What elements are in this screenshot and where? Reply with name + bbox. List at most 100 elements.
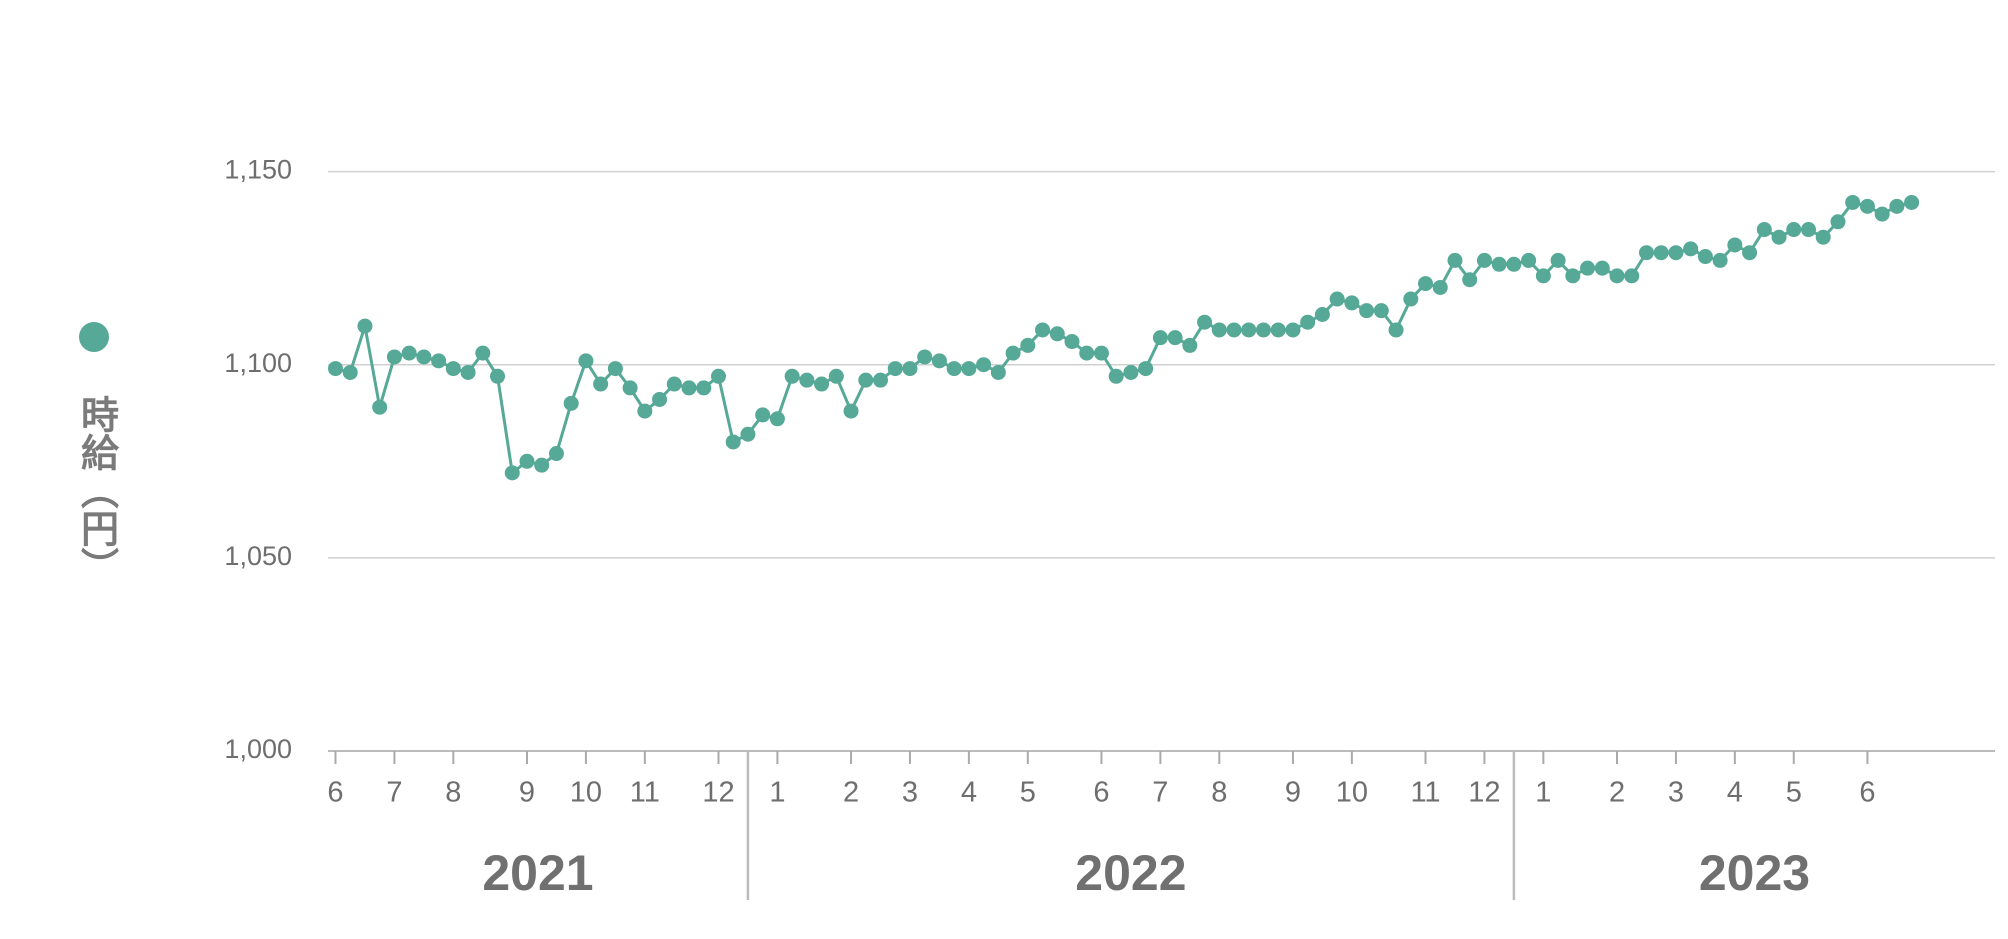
data-point [990, 364, 1006, 380]
x-tick-label: 2 [843, 777, 859, 809]
data-point [1255, 322, 1271, 338]
data-point [1580, 260, 1596, 276]
data-point [1742, 245, 1758, 261]
data-point [1506, 256, 1522, 272]
data-point [490, 368, 506, 384]
data-point [917, 349, 933, 365]
x-tick-label: 9 [1285, 777, 1301, 809]
data-point [1491, 256, 1507, 272]
data-point [622, 380, 638, 396]
data-point [1005, 345, 1021, 361]
data-point [755, 407, 771, 423]
year-label: 2023 [1699, 845, 1810, 901]
data-point [1020, 337, 1036, 353]
data-point [416, 349, 432, 365]
data-point [1668, 245, 1684, 261]
x-tick-label: 10 [1336, 777, 1368, 809]
data-point [1786, 222, 1802, 238]
data-point [328, 361, 343, 377]
data-point [357, 318, 373, 334]
data-point [1845, 194, 1861, 210]
y-tick-label: 1,050 [224, 541, 292, 571]
y-tick-label: 1,100 [224, 348, 292, 378]
x-tick-label: 7 [1152, 777, 1168, 809]
data-point [828, 368, 844, 384]
data-point [1447, 252, 1463, 268]
year-label: 2022 [1075, 845, 1186, 901]
year-label: 2021 [482, 845, 593, 901]
data-point [637, 403, 653, 419]
data-point [1550, 252, 1566, 268]
data-point [652, 391, 668, 407]
x-tick-label: 3 [902, 777, 918, 809]
data-point [1197, 314, 1213, 330]
data-point [1300, 314, 1316, 330]
data-point [342, 364, 358, 380]
data-point [858, 372, 874, 388]
data-point [1815, 229, 1831, 245]
data-point [1476, 252, 1492, 268]
data-point [1152, 330, 1168, 346]
data-point [1403, 291, 1419, 307]
data-point [431, 353, 447, 369]
data-point [1697, 249, 1713, 265]
data-point [1329, 291, 1345, 307]
data-point [873, 372, 889, 388]
x-tick-label: 12 [1468, 777, 1500, 809]
x-tick-label: 11 [1410, 777, 1440, 809]
data-point [976, 357, 992, 373]
y-axis-label: 時給（円） [75, 395, 119, 585]
x-tick-label: 12 [702, 777, 734, 809]
data-point [814, 376, 830, 392]
x-tick-label: 1 [769, 777, 785, 809]
data-point [931, 353, 947, 369]
data-point [1859, 198, 1875, 214]
data-point [475, 345, 491, 361]
data-point [1801, 222, 1816, 238]
y-tick-label: 1,150 [224, 155, 292, 185]
data-point [902, 361, 918, 377]
data-point [372, 399, 388, 415]
data-point [1638, 245, 1654, 261]
data-point [1049, 326, 1065, 342]
data-point [784, 368, 800, 384]
data-point [666, 376, 682, 392]
data-point [607, 361, 623, 377]
data-point [401, 345, 417, 361]
data-point [887, 361, 903, 377]
data-point [799, 372, 815, 388]
x-tick-label: 4 [1727, 777, 1743, 809]
data-point [710, 368, 726, 384]
series-line [335, 200, 1912, 476]
x-tick-label: 6 [1093, 777, 1109, 809]
data-point [519, 453, 535, 469]
data-point [1624, 268, 1640, 284]
data-point [1079, 345, 1095, 361]
data-point [1904, 194, 1920, 210]
x-tick-label: 2 [1609, 777, 1625, 809]
data-point [386, 349, 402, 365]
data-point [578, 353, 594, 369]
data-point [548, 446, 564, 462]
x-tick-label: 5 [1020, 777, 1036, 809]
data-point [769, 411, 785, 427]
data-point [681, 380, 697, 396]
data-point [1344, 295, 1360, 311]
x-tick-label: 3 [1668, 777, 1684, 809]
data-point [1418, 276, 1434, 292]
data-point [445, 361, 461, 377]
data-point [740, 426, 756, 442]
data-point [460, 364, 476, 380]
data-point [1889, 198, 1905, 214]
x-tick-label: 9 [519, 777, 535, 809]
data-point [961, 361, 977, 377]
data-point [1388, 322, 1404, 338]
x-tick-label: 11 [630, 777, 660, 809]
data-point [1683, 241, 1699, 257]
x-tick-label: 8 [445, 777, 461, 809]
legend-marker [79, 322, 109, 352]
data-point [1462, 272, 1478, 288]
data-point [1874, 206, 1890, 222]
data-point [1226, 322, 1242, 338]
